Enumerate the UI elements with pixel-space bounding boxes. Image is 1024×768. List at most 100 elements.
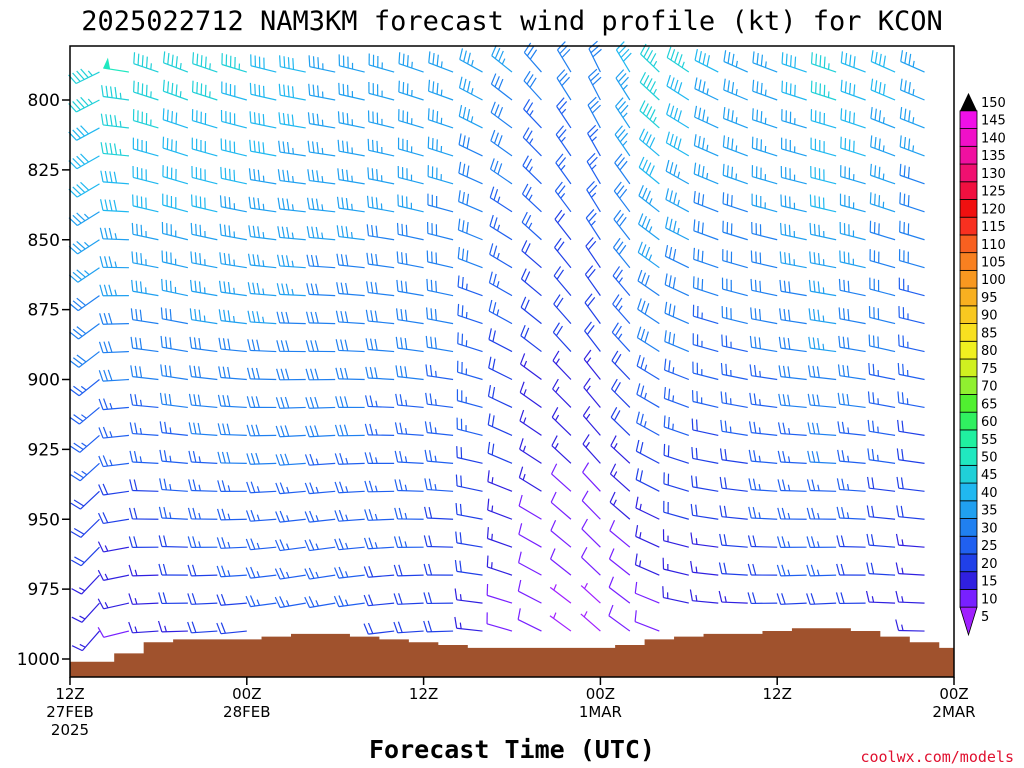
wind-barb <box>639 128 660 157</box>
wind-barb <box>520 324 542 353</box>
wind-barb <box>896 476 925 492</box>
wind-barb <box>458 105 483 129</box>
wind-barb <box>897 391 925 409</box>
wind-barb <box>276 368 306 381</box>
colorbar: 5 10 15 20 25 30 35 40 45 50 55 60 65 70 75 80 85 90 95 100… <box>959 92 1006 637</box>
wind-barb <box>427 222 454 241</box>
wind-barb <box>550 520 572 548</box>
wind-barb <box>70 518 100 538</box>
wind-barb <box>304 482 336 495</box>
wind-barb <box>611 322 631 352</box>
wind-barb <box>611 350 631 380</box>
colorbar-swatch <box>959 447 978 466</box>
wind-barb <box>839 222 866 241</box>
wind-barb <box>216 565 247 578</box>
wind-barb <box>363 565 395 578</box>
colorbar-swatch <box>959 128 978 147</box>
wind-barb <box>130 308 159 325</box>
wind-barb <box>663 500 689 520</box>
wind-barb <box>898 277 925 297</box>
wind-barb <box>895 562 925 576</box>
wind-barb <box>337 139 365 157</box>
wind-barb <box>552 350 572 380</box>
wind-barb <box>337 168 365 185</box>
wind-barb <box>779 279 807 297</box>
wind-barb <box>129 393 159 409</box>
wind-barb <box>582 462 601 492</box>
colorbar-swatch <box>959 287 978 307</box>
wind-barb <box>899 106 925 129</box>
wind-barb <box>68 267 100 283</box>
wind-barb <box>866 533 896 548</box>
colorbar-swatch <box>959 305 978 324</box>
wind-barb <box>394 507 424 520</box>
wind-barb <box>334 538 365 551</box>
wind-barb <box>216 622 247 635</box>
wind-barb <box>549 584 572 604</box>
wind-barb <box>220 109 247 129</box>
wind-barb <box>218 280 247 297</box>
wind-barb <box>609 463 631 492</box>
wind-barb <box>97 627 130 638</box>
wind-barb <box>68 211 100 227</box>
wind-barb <box>615 97 631 129</box>
wind-barb <box>869 249 896 269</box>
y-axis: 800 825 850 875 900 925 950 975 1000 <box>17 91 70 670</box>
wind-barb <box>71 602 100 623</box>
wind-barb <box>394 479 424 492</box>
colorbar-swatch <box>959 216 978 236</box>
wind-barb <box>128 621 159 634</box>
wind-barb <box>459 48 483 73</box>
wind-barb <box>581 518 601 548</box>
wind-barb <box>337 111 365 129</box>
wind-barb <box>750 307 778 325</box>
wind-barb <box>425 392 454 409</box>
wind-barb <box>247 310 277 325</box>
colorbar-swatch <box>959 199 978 218</box>
colorbar-label: 110 <box>981 238 1006 253</box>
wind-barb <box>487 413 513 436</box>
wind-barb <box>747 563 778 576</box>
wind-barb <box>663 472 689 492</box>
wind-barb <box>247 339 277 353</box>
wind-barb <box>895 590 925 604</box>
wind-barb <box>555 153 572 185</box>
wind-barb <box>556 69 572 101</box>
wind-barb <box>101 85 130 101</box>
wind-barb <box>162 51 189 73</box>
wind-barb <box>806 479 837 492</box>
wind-barb <box>248 225 277 241</box>
wind-barb <box>662 586 689 604</box>
wind-barb <box>868 334 896 353</box>
x-tick-label: 00Z <box>939 685 968 703</box>
wind-barb <box>520 268 542 297</box>
wind-barb <box>487 498 513 520</box>
wind-barb <box>305 396 336 409</box>
wind-barb <box>870 135 896 157</box>
wind-barb <box>895 533 925 548</box>
wind-barb <box>806 593 837 605</box>
wind-barb <box>245 509 277 522</box>
wind-barb <box>580 546 601 576</box>
wind-barb <box>488 356 513 381</box>
wind-barb <box>190 222 218 241</box>
colorbar-label: 120 <box>981 202 1006 217</box>
wind-barb <box>456 389 483 409</box>
wind-barb <box>100 142 129 157</box>
wind-barb <box>694 49 719 73</box>
wind-barb <box>722 192 748 213</box>
wind-barb <box>162 165 189 185</box>
wind-barb <box>427 136 454 157</box>
wind-barb <box>777 507 807 520</box>
wind-barb <box>554 237 572 269</box>
wind-barb <box>898 306 925 325</box>
wind-barb <box>423 620 454 633</box>
wind-barb <box>246 481 277 494</box>
wind-barb <box>187 536 218 549</box>
x-tick-label: 12Z <box>409 685 438 703</box>
wind-barb <box>836 478 866 492</box>
wind-barb <box>486 527 513 548</box>
wind-barb <box>70 490 100 510</box>
wind-barb <box>897 362 925 381</box>
